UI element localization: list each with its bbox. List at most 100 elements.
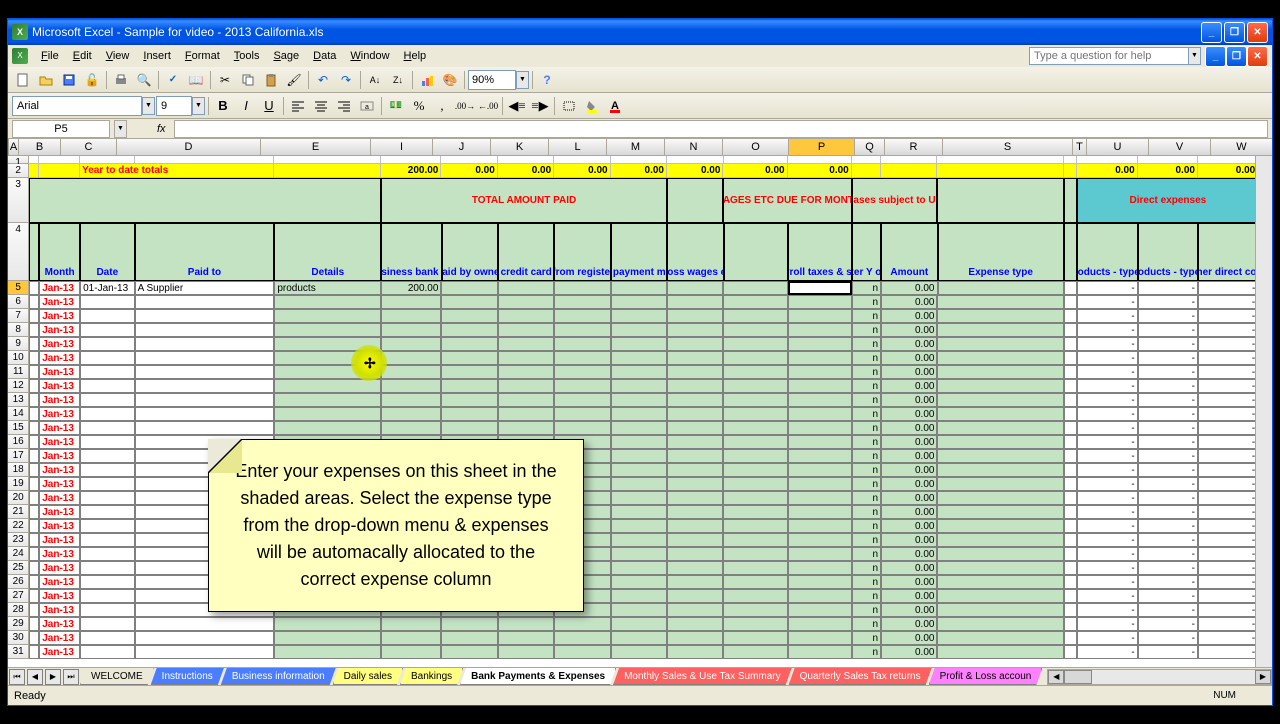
exptype-cell[interactable] xyxy=(937,365,1063,379)
cell[interactable] xyxy=(29,575,39,589)
permission-button[interactable]: 🔓 xyxy=(81,69,103,91)
exptype-cell[interactable] xyxy=(937,505,1063,519)
cell[interactable] xyxy=(498,379,554,393)
cell[interactable] xyxy=(1064,645,1078,659)
cell[interactable] xyxy=(1064,477,1078,491)
hdr-purchases[interactable]: Purchases subject to Use tax xyxy=(852,178,938,223)
amt-cell[interactable]: 0.00 xyxy=(881,505,937,519)
cell[interactable] xyxy=(667,463,723,477)
cell[interactable] xyxy=(441,156,497,164)
prod2-cell[interactable]: - xyxy=(1138,589,1198,603)
odc-cell[interactable]: - xyxy=(1198,323,1258,337)
prod2-cell[interactable]: - xyxy=(1138,561,1198,575)
cell[interactable] xyxy=(611,575,667,589)
prod1-cell[interactable]: - xyxy=(1077,323,1137,337)
month-cell[interactable]: Jan-13 xyxy=(39,309,80,323)
date-cell[interactable] xyxy=(80,505,134,519)
sheet-tab-profit-loss-accoun[interactable]: Profit & Loss accoun xyxy=(929,668,1043,685)
exptype-cell[interactable] xyxy=(937,309,1063,323)
cell[interactable] xyxy=(611,393,667,407)
cell[interactable] xyxy=(29,309,39,323)
date-cell[interactable] xyxy=(80,337,134,351)
col-header-Q[interactable]: Q xyxy=(855,139,885,155)
odc-cell[interactable]: - xyxy=(1198,393,1258,407)
yn-cell[interactable]: n xyxy=(852,617,881,631)
hdr-employer[interactable]: Employer payroll taxes & social security xyxy=(788,223,852,281)
date-cell[interactable] xyxy=(80,645,134,659)
col-header-J[interactable]: J xyxy=(433,139,491,155)
cell[interactable] xyxy=(1064,393,1078,407)
cell[interactable] xyxy=(29,449,39,463)
cell[interactable] xyxy=(611,407,667,421)
menu-file[interactable]: File xyxy=(34,48,66,64)
menu-window[interactable]: Window xyxy=(343,48,396,64)
odc-cell[interactable]: - xyxy=(1198,407,1258,421)
odc-cell[interactable]: - xyxy=(1198,477,1258,491)
odc-cell[interactable]: - xyxy=(1198,575,1258,589)
ytd-val[interactable]: 0.00 xyxy=(667,164,723,178)
hdr-yn[interactable]: Enter Y or N xyxy=(852,223,881,281)
cell[interactable] xyxy=(381,156,441,164)
cell[interactable] xyxy=(29,491,39,505)
prod2-cell[interactable]: - xyxy=(1138,449,1198,463)
cell[interactable] xyxy=(1064,575,1078,589)
odc-cell[interactable]: - xyxy=(1198,351,1258,365)
month-cell[interactable]: Jan-13 xyxy=(39,589,80,603)
cell[interactable] xyxy=(788,645,852,659)
yn-cell[interactable]: n xyxy=(852,407,881,421)
yn-cell[interactable]: n xyxy=(852,365,881,379)
paidto-cell[interactable] xyxy=(135,393,275,407)
cell[interactable] xyxy=(441,421,497,435)
cell[interactable] xyxy=(29,463,39,477)
cell[interactable] xyxy=(29,365,39,379)
font-color-button[interactable]: A xyxy=(604,95,626,117)
yn-cell[interactable]: n xyxy=(852,393,881,407)
row-header-12[interactable]: 12 xyxy=(8,379,29,393)
align-center-button[interactable] xyxy=(310,95,332,117)
cell[interactable] xyxy=(667,519,723,533)
amt-cell[interactable]: 0.00 xyxy=(881,519,937,533)
row-header-30[interactable]: 30 xyxy=(8,631,29,645)
cell[interactable] xyxy=(1064,561,1078,575)
yn-cell[interactable]: n xyxy=(852,281,881,295)
prod2-cell[interactable]: - xyxy=(1138,533,1198,547)
cell[interactable] xyxy=(1064,631,1078,645)
app-menu-icon[interactable]: X xyxy=(12,48,28,64)
cell[interactable] xyxy=(611,421,667,435)
cell[interactable] xyxy=(611,533,667,547)
merge-button[interactable]: a xyxy=(356,95,378,117)
cell[interactable] xyxy=(723,351,787,365)
cell[interactable] xyxy=(554,617,610,631)
exptype-cell[interactable] xyxy=(938,281,1064,295)
menu-sage[interactable]: Sage xyxy=(266,48,306,64)
cell[interactable] xyxy=(667,435,723,449)
cell[interactable] xyxy=(723,365,787,379)
cell[interactable] xyxy=(381,421,441,435)
hdr-cash[interactable]: paid by cash from register & petty cash xyxy=(554,223,610,281)
cell[interactable] xyxy=(29,477,39,491)
chart-wizard-button[interactable] xyxy=(416,69,438,91)
tab-nav-prev[interactable]: ◀ xyxy=(27,669,43,685)
odc-cell[interactable]: - xyxy=(1198,421,1258,435)
ytd-val[interactable]: 0.00 xyxy=(441,164,497,178)
cell[interactable] xyxy=(611,603,667,617)
details-cell[interactable] xyxy=(274,407,381,421)
amt-cell[interactable]: 0.00 xyxy=(881,407,937,421)
cell[interactable] xyxy=(1064,617,1078,631)
cell[interactable] xyxy=(441,393,497,407)
row-header-31[interactable]: 31 xyxy=(8,645,29,659)
date-cell[interactable] xyxy=(80,603,134,617)
cell[interactable] xyxy=(788,449,852,463)
cell[interactable] xyxy=(611,156,667,164)
cell[interactable] xyxy=(1064,164,1078,178)
amt-cell[interactable]: 0.00 xyxy=(881,295,937,309)
cell[interactable] xyxy=(554,323,610,337)
cell[interactable] xyxy=(554,645,610,659)
cell[interactable] xyxy=(788,365,852,379)
prod1-cell[interactable]: - xyxy=(1077,407,1137,421)
month-cell[interactable]: Jan-13 xyxy=(39,617,80,631)
exptype-cell[interactable] xyxy=(937,589,1063,603)
cell[interactable] xyxy=(29,164,39,178)
cell[interactable] xyxy=(1064,365,1078,379)
date-cell[interactable]: 01-Jan-13 xyxy=(80,281,134,295)
